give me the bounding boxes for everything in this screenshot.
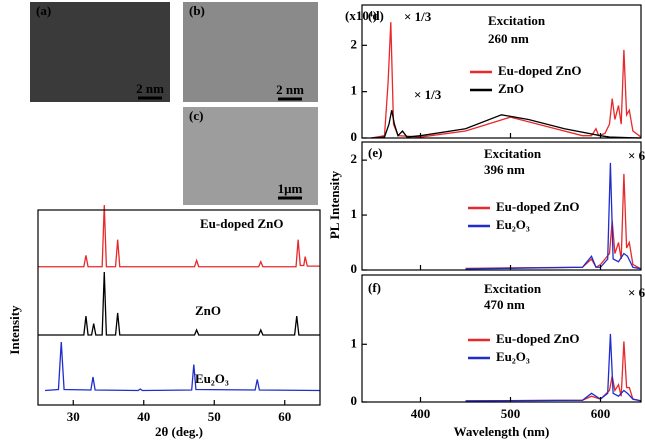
annotation: 2 nm	[136, 81, 164, 96]
axes-frame	[361, 141, 642, 271]
axes-frame	[37, 209, 321, 406]
legend-label: Eu-doped ZnO	[496, 199, 579, 214]
legend-label: Eu₂O₃	[496, 349, 530, 364]
annotation: × 6	[628, 148, 645, 163]
legend-label: Eu₂O₃	[496, 217, 530, 232]
inset-image-b	[183, 2, 318, 102]
x-tick-label: 400	[411, 406, 431, 421]
y-tick-label: 2	[351, 151, 358, 166]
inset-image-a	[30, 2, 170, 102]
legend-label: Eu-doped ZnO	[498, 63, 581, 78]
annotation: 470 nm	[484, 297, 525, 312]
annotation: (c)	[189, 108, 203, 123]
series-label: ZnO	[195, 303, 221, 318]
data-line	[370, 110, 642, 139]
series-label: Eu₂O₃	[195, 371, 229, 386]
annotation: 396 nm	[484, 162, 525, 177]
data-line	[38, 271, 320, 336]
data-line	[465, 333, 642, 402]
annotation: × 1/3	[404, 9, 432, 24]
data-line	[465, 341, 642, 402]
y-axis-label: PL Intensity	[327, 170, 342, 239]
legend-label: ZnO	[498, 81, 524, 96]
annotation: (x10⁴)	[345, 8, 377, 23]
x-tick-label: 40	[137, 409, 150, 424]
axes-frame	[361, 4, 642, 139]
data-line	[370, 22, 642, 139]
y-tick-label: 0	[351, 393, 358, 408]
data-line	[45, 341, 321, 392]
x-axis-label: Wavelength (nm)	[454, 424, 550, 439]
axes-frame	[361, 274, 642, 403]
data-line	[465, 162, 642, 270]
annotation: Excitation	[488, 13, 546, 28]
series-label: Eu-doped ZnO	[200, 216, 283, 231]
y-tick-label: 1	[351, 335, 358, 350]
x-tick-label: 600	[591, 406, 611, 421]
annotation: Excitation	[484, 146, 542, 161]
inset-image-c	[183, 107, 318, 205]
annotation: (b)	[189, 3, 205, 18]
x-tick-label: 60	[278, 409, 291, 424]
x-axis-label: 2θ (deg.)	[155, 424, 203, 439]
x-tick-label: 50	[208, 409, 221, 424]
annotation: (a)	[36, 3, 51, 18]
y-tick-label: 1	[351, 83, 358, 98]
annotation: × 6	[628, 285, 645, 300]
y-axis-label: Intensity	[7, 305, 22, 355]
y-tick-label: 0	[351, 129, 358, 144]
legend-label: Eu-doped ZnO	[496, 331, 579, 346]
annotation: 1μm	[278, 181, 303, 196]
annotation: (e)	[368, 145, 382, 160]
annotation: 2 nm	[276, 82, 304, 97]
x-tick-label: 30	[67, 409, 80, 424]
data-line	[38, 204, 320, 268]
annotation: Excitation	[484, 281, 542, 296]
annotation: 260 nm	[488, 31, 529, 46]
data-line	[465, 173, 642, 270]
y-tick-label: 1	[351, 206, 358, 221]
annotation: × 1/3	[414, 87, 442, 102]
annotation: (d)	[368, 8, 384, 23]
y-tick-label: 2	[351, 36, 358, 51]
y-tick-label: 0	[351, 261, 358, 276]
x-tick-label: 500	[501, 406, 521, 421]
annotation: (f)	[368, 280, 381, 295]
